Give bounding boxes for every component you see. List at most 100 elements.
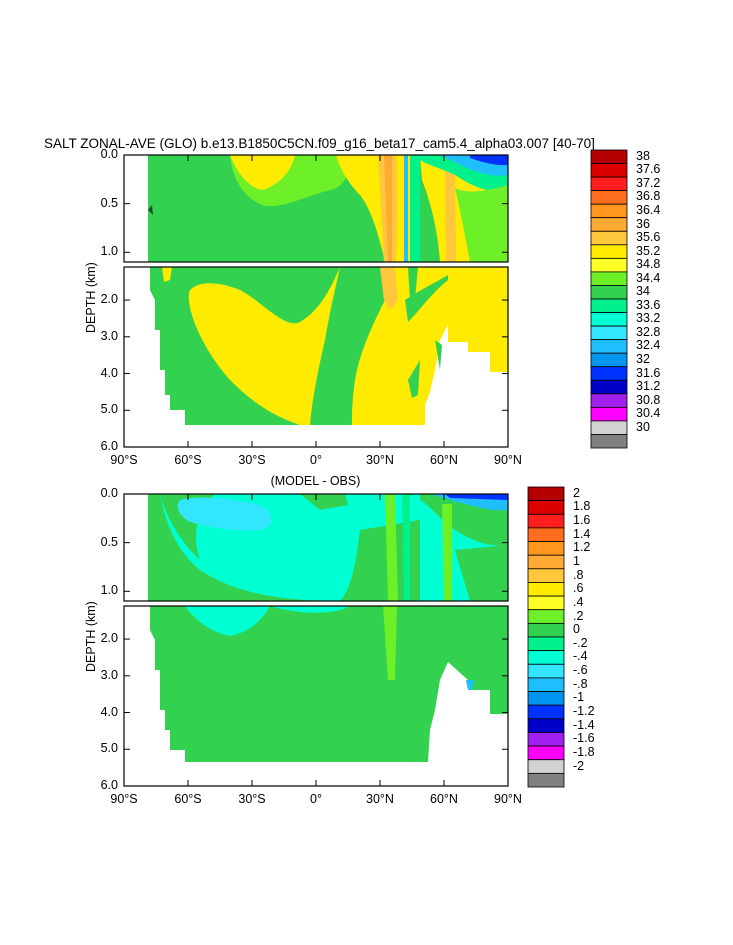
y-tick-label: 2.0 [100, 292, 118, 307]
colorbar-swatch [590, 163, 628, 178]
colorbar-swatch [527, 568, 565, 583]
y-tick-label: 5.0 [100, 402, 118, 417]
colorbar-label: -.6 [573, 663, 588, 678]
colorbar-swatch [590, 244, 628, 259]
colorbar-label: 1.8 [573, 499, 591, 514]
colorbar-label: 37.6 [636, 162, 661, 177]
y-tick-label: 0.0 [100, 147, 118, 161]
x-tick-label: 60°S [174, 453, 202, 467]
colorbar-label: .4 [573, 594, 584, 609]
y-tick-label: 6.0 [100, 778, 118, 792]
colorbar-swatch [527, 595, 565, 611]
colorbar-label: 36.4 [636, 202, 661, 217]
colorbar-salt [590, 149, 628, 449]
colorbar-label: 33.6 [636, 297, 661, 312]
colorbar-label: -.8 [573, 676, 588, 691]
colorbar-swatch [527, 609, 565, 624]
y-tick-label: 0.5 [100, 195, 118, 210]
y-tick-label: 4.0 [100, 704, 118, 719]
colorbar-label: -1.8 [573, 744, 595, 759]
colorbar-swatch [527, 486, 565, 502]
colorbar-label: -1.4 [573, 717, 595, 732]
tick-marks [123, 154, 509, 787]
x-tick-label: 90°S [110, 453, 138, 467]
x-tick-label: 0° [310, 792, 322, 806]
colorbar-label: 35.6 [636, 230, 661, 245]
colorbar-label: .8 [573, 567, 584, 582]
colorbar-label: 1 [573, 554, 580, 568]
colorbar-swatch [590, 271, 628, 286]
colorbar-label: 30.8 [636, 392, 661, 407]
x-tick-label: 60°N [430, 453, 458, 467]
colorbar-swatch [590, 325, 628, 341]
colorbar-swatch [527, 582, 565, 597]
colorbar-swatch [590, 176, 628, 192]
colorbar-label: 32 [636, 351, 650, 366]
colorbar-swatch [590, 420, 628, 435]
x-tick-label: 90°S [110, 792, 138, 806]
y-tick-label: 6.0 [100, 439, 118, 453]
colorbar-label: .2 [573, 608, 584, 623]
colorbar-swatch [527, 636, 565, 652]
colorbar-label: -.2 [573, 635, 588, 650]
chart-title: SALT ZONAL-AVE (GLO) b.e13.B1850C5CN.f09… [44, 136, 595, 151]
colorbar-label: 36 [636, 216, 650, 231]
colorbar-swatch [527, 650, 565, 665]
y-tick-label: 2.0 [100, 631, 118, 646]
colorbar-label: 31.2 [636, 379, 661, 394]
colorbar-swatch [527, 677, 565, 692]
x-tick-label: 60°S [174, 792, 202, 806]
colorbar-swatch [590, 285, 628, 300]
colorbar-swatch [590, 312, 628, 327]
salt-lower-field [124, 267, 508, 447]
colorbar-swatch [527, 759, 565, 774]
y-tick-label: 1.0 [100, 583, 118, 598]
colorbar-swatch [527, 500, 565, 515]
colorbar-label: 32.4 [636, 338, 661, 353]
colorbar-swatch [527, 732, 565, 747]
colorbar-swatch [527, 527, 565, 542]
y-tick-label: 0.5 [100, 534, 118, 549]
colorbar-label: -1 [573, 690, 585, 705]
colorbar-swatch [590, 366, 628, 381]
diff-chart-title: (MODEL - OBS) [270, 474, 361, 488]
colorbar-swatch [590, 339, 628, 354]
colorbar-label: 38 [636, 148, 650, 163]
colorbar-swatch [590, 190, 628, 205]
colorbar-label: -2 [573, 758, 585, 773]
colorbar-label: 1.4 [573, 526, 591, 541]
colorbar-swatch [527, 704, 565, 720]
colorbar-swatch [527, 554, 565, 570]
colorbar-label: -1.2 [573, 704, 595, 718]
colorbar-label: -1.6 [573, 731, 595, 746]
colorbar-swatch [590, 393, 628, 408]
colorbar-swatch [527, 513, 565, 529]
colorbar-swatch [590, 257, 628, 273]
y-tick-label: 1.0 [100, 244, 118, 259]
colorbar-label: 0 [573, 622, 580, 637]
colorbar-swatch [590, 352, 628, 368]
colorbar-label: 30.4 [636, 406, 661, 421]
y-tick-label: 4.0 [100, 365, 118, 380]
colorbar-swatch [527, 745, 565, 761]
diff-upper-field [124, 494, 508, 601]
x-tick-label: 30°S [238, 453, 266, 467]
colorbar-label: 34 [636, 284, 650, 299]
colorbar-label: 37.2 [636, 175, 661, 190]
colorbar-diff [527, 486, 565, 788]
colorbar-label: 30 [636, 419, 650, 434]
x-tick-label: 30°S [238, 792, 266, 806]
colorbar-swatch [590, 434, 628, 449]
salt-upper-field [124, 155, 508, 262]
y-tick-label: 3.0 [100, 667, 118, 682]
colorbar-swatch [527, 691, 565, 706]
colorbar-label: 31.6 [636, 365, 661, 380]
colorbar-swatch [527, 663, 565, 679]
colorbar-swatch [590, 149, 628, 164]
colorbar-label: 1.6 [573, 513, 591, 528]
x-tick-label: 0° [310, 453, 322, 467]
colorbar-swatch [590, 230, 628, 246]
y-tick-label: 0.0 [100, 486, 118, 500]
